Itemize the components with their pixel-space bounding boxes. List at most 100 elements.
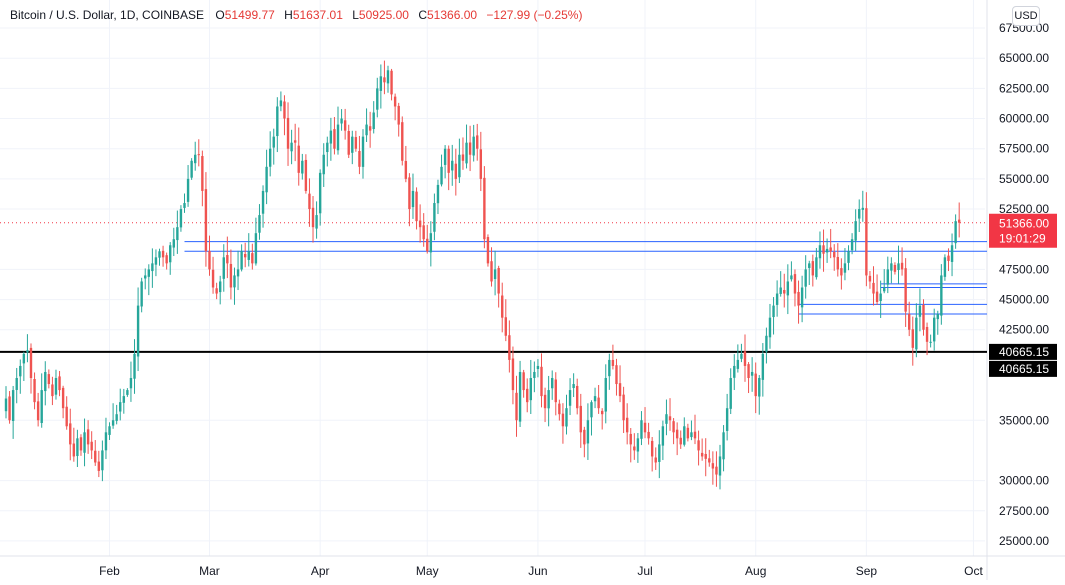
candle-body (551, 378, 554, 389)
candle-body (576, 385, 579, 409)
candle-body (94, 450, 97, 463)
candle-body (875, 291, 879, 302)
candle-body (76, 438, 79, 457)
candle-body (836, 256, 840, 270)
candle-body (822, 245, 825, 254)
symbol-title[interactable]: Bitcoin / U.S. Dollar, 1D, COINBASE (10, 8, 205, 22)
candle-body (843, 263, 847, 273)
candle-body (372, 112, 375, 130)
month-label: Jun (528, 564, 547, 578)
price-tick-label: 27500.00 (999, 504, 1049, 518)
candle-body (804, 269, 807, 287)
candle-body (493, 269, 497, 279)
candle-body (422, 225, 425, 240)
candle-body (597, 397, 600, 409)
candle-body (693, 431, 697, 439)
candle-body (783, 290, 786, 294)
candle-body (754, 373, 757, 397)
month-label: Mar (199, 564, 220, 578)
candle-body (661, 426, 665, 446)
candle-body (72, 443, 76, 457)
candle-body (490, 261, 493, 282)
candle-body (725, 408, 729, 431)
candle-body (176, 227, 179, 241)
candle-body (251, 253, 254, 264)
candle-body (279, 100, 283, 107)
candle-body (15, 378, 18, 390)
candle-body (365, 124, 368, 136)
candle-body (297, 145, 300, 173)
candle-body (233, 275, 236, 288)
currency-button[interactable]: USD (1012, 6, 1040, 26)
price-tick-label: 35000.00 (999, 413, 1049, 427)
candle-body (119, 402, 122, 412)
candle-body (604, 378, 607, 412)
price-tick-label: 60000.00 (999, 112, 1049, 126)
candle-body (933, 317, 936, 342)
candle-body (722, 432, 725, 460)
price-tick-label: 65000.00 (999, 51, 1049, 65)
candle-body (797, 291, 800, 306)
candle-body (504, 317, 507, 336)
candle-body (211, 269, 215, 288)
candle-body (808, 263, 811, 268)
candle-body (404, 160, 408, 179)
candle-body (311, 207, 315, 228)
candle-body (508, 335, 511, 360)
candle-body (586, 420, 590, 444)
candle-body (879, 293, 882, 302)
candle-body (758, 378, 761, 397)
candle-body (533, 371, 536, 378)
candle-body (543, 394, 547, 409)
time-axis[interactable]: Feb Mar Apr May Jun Jul Aug Sep Oct (99, 564, 983, 578)
candle-body (761, 353, 765, 380)
candle-body (247, 251, 250, 260)
candle-body (129, 378, 133, 389)
candle-body (140, 281, 143, 307)
candle-body (326, 142, 329, 153)
candle-body (204, 189, 208, 252)
price-axis[interactable]: 25000.00 27500.00 30000.00 35000.00 42500.00… (989, 21, 1057, 548)
candle-body (825, 248, 829, 253)
candle-body (351, 136, 354, 153)
candle-body (868, 275, 872, 282)
candle-body (144, 275, 147, 279)
candle-body (169, 245, 172, 263)
candle-body (647, 431, 650, 439)
candle-body (361, 136, 365, 167)
candle-body (261, 190, 265, 214)
candle-body (690, 432, 693, 438)
candle-body (943, 257, 947, 277)
candle-body (579, 405, 582, 433)
last-price-badge[interactable] (989, 213, 1057, 248)
candle-body (704, 453, 707, 459)
candle-body (340, 118, 343, 124)
support-badge[interactable] (989, 343, 1057, 360)
candle-body (772, 305, 775, 318)
candle-body (383, 77, 386, 83)
candle-body (272, 136, 275, 148)
price-tick-label: 62500.00 (999, 81, 1049, 95)
month-label: Apr (311, 564, 330, 578)
support-badge[interactable] (989, 360, 1057, 377)
candle-body (697, 440, 700, 451)
candle-body (8, 396, 11, 421)
candle-body (226, 255, 229, 264)
candle-body (276, 106, 279, 137)
candle-body (268, 148, 272, 167)
candle-body (529, 378, 532, 401)
candle-body (69, 423, 72, 445)
candle-body (904, 268, 907, 312)
candle-body (679, 437, 682, 445)
candle-body (629, 433, 632, 445)
candle-body (26, 350, 29, 353)
candle-body (476, 135, 479, 149)
candle-body (854, 221, 857, 241)
candle-body (743, 351, 747, 366)
candle-body (775, 293, 779, 305)
candle-body (708, 458, 711, 463)
price-tick-label: 47500.00 (999, 262, 1049, 276)
open-label: O (215, 8, 225, 22)
